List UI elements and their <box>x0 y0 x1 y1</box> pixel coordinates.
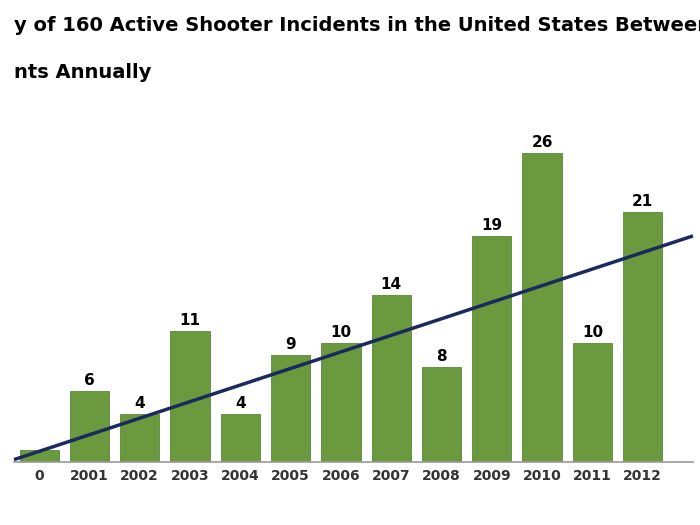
Bar <box>271 355 310 462</box>
Bar <box>422 367 461 462</box>
Bar <box>120 414 160 462</box>
Bar <box>473 236 512 462</box>
Text: 26: 26 <box>531 134 553 150</box>
Text: 19: 19 <box>482 218 503 233</box>
Text: y of 160 Active Shooter Incidents in the United States Between 2000 - 2: y of 160 Active Shooter Incidents in the… <box>14 16 700 35</box>
Text: 10: 10 <box>582 325 603 340</box>
Text: 14: 14 <box>381 277 402 292</box>
Bar <box>70 391 109 462</box>
Text: 9: 9 <box>286 337 296 352</box>
Bar <box>522 153 561 462</box>
Bar <box>573 343 612 462</box>
Bar <box>321 343 360 462</box>
Text: 6: 6 <box>84 373 95 387</box>
Text: 11: 11 <box>179 313 200 328</box>
Bar <box>623 212 662 462</box>
Text: 4: 4 <box>134 396 145 412</box>
Text: 8: 8 <box>436 349 447 364</box>
Text: 4: 4 <box>235 396 246 412</box>
Text: 21: 21 <box>632 194 653 209</box>
Bar <box>372 296 411 462</box>
Bar <box>220 414 260 462</box>
Text: 10: 10 <box>330 325 351 340</box>
Text: nts Annually: nts Annually <box>14 63 151 82</box>
Bar <box>170 331 210 462</box>
Bar <box>20 450 59 462</box>
